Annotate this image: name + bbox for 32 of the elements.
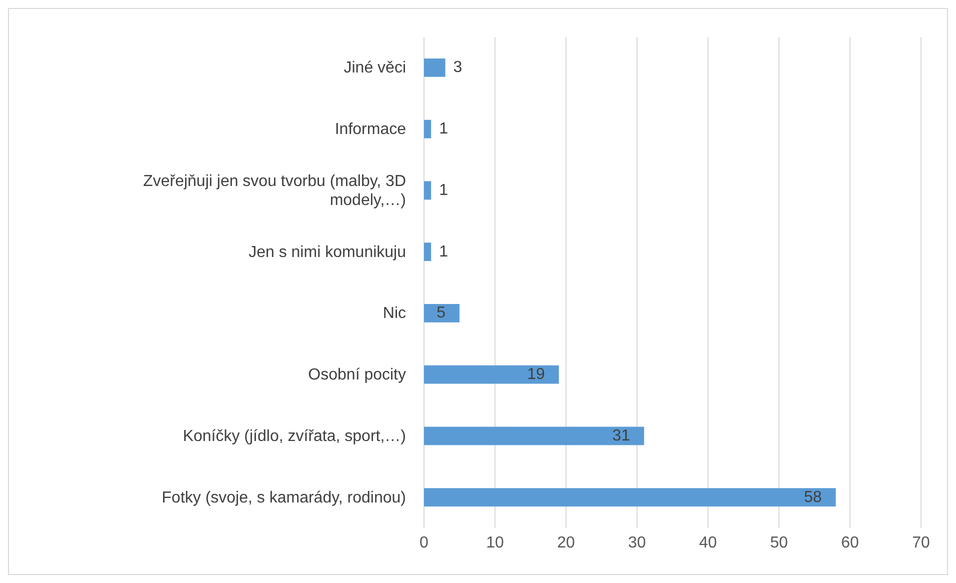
y-tick-label: Osobní pocity bbox=[308, 366, 406, 384]
data-label: 5 bbox=[436, 304, 446, 322]
bar bbox=[424, 426, 644, 446]
data-label: 3 bbox=[453, 59, 462, 76]
data-label: 19 bbox=[527, 366, 545, 384]
x-tick-label: 30 bbox=[628, 534, 646, 552]
x-tick-label: 40 bbox=[699, 534, 717, 552]
bar bbox=[424, 181, 432, 200]
x-tick-label: 0 bbox=[420, 534, 429, 552]
bar bbox=[424, 120, 432, 138]
y-tick-label: Informace bbox=[334, 120, 406, 138]
y-tick-label: Koníčky (jídlo, zvířata, sport,…) bbox=[182, 427, 406, 444]
data-label: 58 bbox=[804, 488, 822, 506]
bar bbox=[424, 242, 432, 262]
y-tick-label: Fotky (svoje, s kamarády, rodinou) bbox=[162, 488, 406, 506]
data-label: 1 bbox=[439, 243, 448, 260]
bar bbox=[424, 58, 446, 77]
y-tick-label: Jiné věci bbox=[344, 59, 406, 76]
bar bbox=[424, 365, 559, 384]
y-tick-label: Jen s nimi komunikuju bbox=[248, 243, 406, 260]
x-tick-label: 70 bbox=[912, 534, 930, 552]
data-label: 31 bbox=[612, 427, 630, 444]
data-label: 1 bbox=[439, 182, 448, 199]
x-tick-label: 50 bbox=[770, 534, 788, 552]
x-tick-label: 60 bbox=[841, 534, 859, 552]
data-label: 1 bbox=[439, 120, 448, 138]
bar bbox=[424, 488, 836, 507]
x-tick-label: 20 bbox=[557, 534, 575, 552]
y-tick-label: Zveřejňuji jen svou tvorbu (malby, 3D modely,…) bbox=[143, 172, 406, 208]
x-tick-label: 10 bbox=[486, 534, 504, 552]
y-tick-label: Nic bbox=[382, 304, 406, 322]
bar bbox=[424, 304, 460, 322]
